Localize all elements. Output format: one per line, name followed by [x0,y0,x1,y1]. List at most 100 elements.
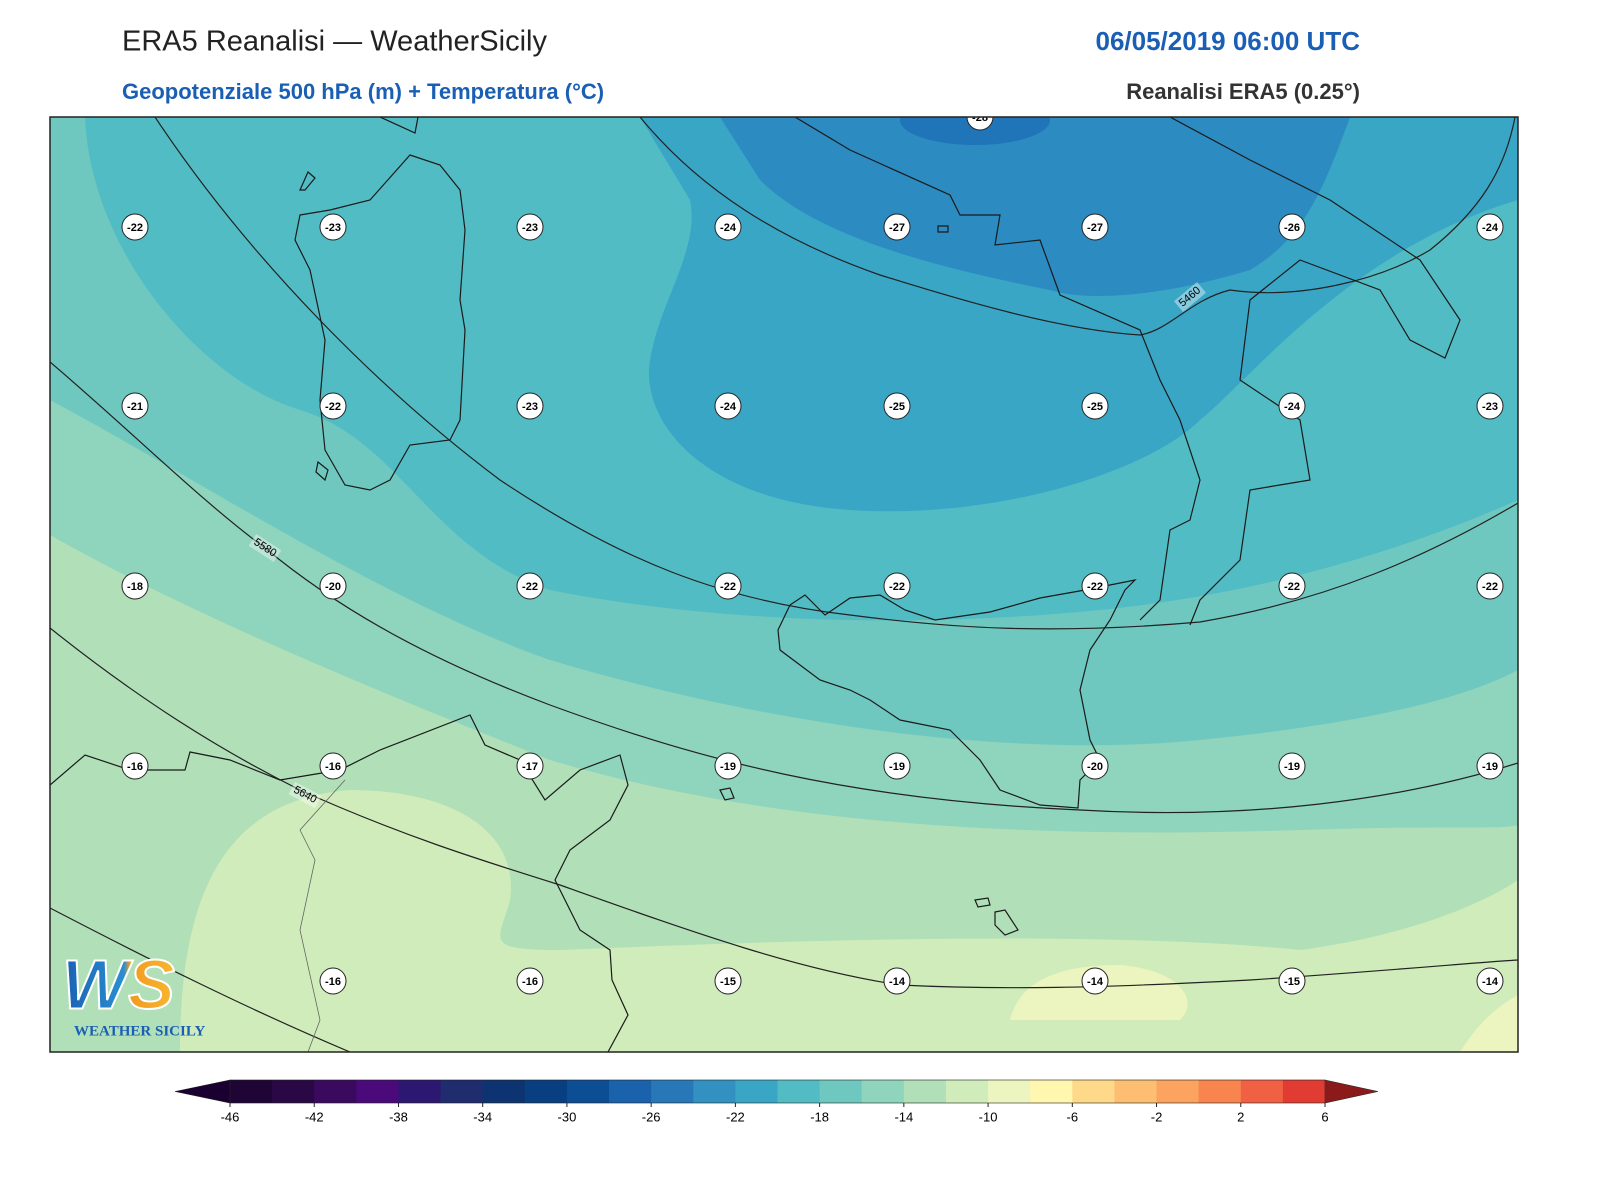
contour-label-bg [1174,281,1206,313]
station-marker [1081,392,1109,420]
colorbar-over [1324,1079,1379,1104]
map: -28 -22 -23 -23 -24 -27 -27 -26 -24 -21 -22 -23 -24 -… [50,112,1518,1052]
logo-name: WEATHER SICILY [74,1023,205,1039]
station-marker [516,213,544,241]
logo-mark: WS [62,945,175,1023]
colorbar-segment [482,1080,526,1103]
colorbar-segment [566,1080,610,1103]
contour [50,361,1518,814]
colorbar-tick-label: -30 [558,1109,577,1124]
coastline [1169,117,1461,626]
station-marker [121,213,149,241]
station-marker [1081,752,1109,780]
station-marker [1476,967,1504,995]
colorbar-segment [777,1080,821,1103]
temperature-label: -20 [1087,761,1103,773]
temperature-label: -17 [522,761,538,773]
contour [50,907,351,1052]
colorbar-segment [230,1080,273,1103]
station-marker [714,752,742,780]
temperature-label: -24 [720,401,737,413]
station-marker [1081,213,1109,241]
station-marker [883,213,911,241]
station-marker [883,572,911,600]
station-marker [319,213,347,241]
station-marker [966,117,994,131]
temperature-label: -22 [1284,581,1300,593]
colorbar-segment [861,1080,905,1103]
station-marker [121,392,149,420]
colorbar-tick-label: -10 [979,1109,998,1124]
temperature-label: -22 [889,581,905,593]
station-marker [714,967,742,995]
temperature-label: -23 [522,222,538,234]
station-marker [121,752,149,780]
temperature-label: -24 [1284,401,1301,413]
colorbar-segment [1282,1080,1326,1103]
coastline [50,714,629,1052]
station-marker [1081,572,1109,600]
temperature-label: -25 [1087,401,1103,413]
station-marker [1278,752,1306,780]
temperature-label: -24 [1482,222,1499,234]
colorbar-segment [1156,1080,1200,1103]
station-marker [1081,967,1109,995]
coastline [294,154,466,491]
temperature-label: -22 [1087,581,1103,593]
colorbar-tick-label: 6 [1321,1109,1328,1124]
station-marker [121,572,149,600]
temperature-label: -28 [972,112,988,124]
temperature-label: -22 [720,581,736,593]
station-marker [714,392,742,420]
coastline [794,117,1201,621]
map-frame [49,116,1519,1053]
station-marker [516,967,544,995]
station-marker [1278,967,1306,995]
contour-label-bg [248,533,282,563]
temperature-label: -23 [325,222,341,234]
field [900,117,1050,145]
temperature-label: -16 [325,976,341,988]
station-marker [319,392,347,420]
colorbar-segment [356,1080,399,1103]
colorbar-tick-label: 2 [1237,1109,1244,1124]
colorbar-segment [1030,1080,1073,1103]
subtitle: Geopotenziale 500 hPa (m) + Temperatura … [122,79,604,104]
border [299,779,346,1052]
colorbar-segment [693,1080,736,1103]
colorbar-tick-label: -18 [810,1109,829,1124]
temperature-label: -15 [720,976,736,988]
colorbar-segment [1198,1080,1242,1103]
field [1010,965,1518,1052]
station-marker [1278,213,1306,241]
colorbar-segment [609,1080,652,1103]
colorbar-segment [440,1080,484,1103]
colorbar-tick-label: -14 [894,1109,913,1124]
coastline [777,579,1137,809]
temperature-label: -19 [1284,761,1300,773]
station-marker [714,572,742,600]
station-marker [714,213,742,241]
station-marker [319,572,347,600]
temperature-label: -27 [1087,222,1103,234]
station-marker [883,967,911,995]
station-marker [1476,392,1504,420]
colorbar-segment [1240,1080,1284,1103]
station-marker [319,967,347,995]
title: ERA5 Reanalisi — WeatherSicily [122,26,547,58]
station-marker [516,392,544,420]
colorbar-tick-label: -2 [1151,1109,1163,1124]
field [180,790,1518,1052]
temperature-label: -19 [1482,761,1498,773]
temperature-label: -22 [1482,581,1498,593]
station-marker [1476,213,1504,241]
temperature-label: -23 [1482,401,1498,413]
colorbar-segment [903,1080,947,1103]
colorbar-tick-label: -38 [389,1109,408,1124]
colorbar-segment [272,1080,315,1103]
colorbar-segment [314,1080,357,1103]
station-marker [1278,572,1306,600]
coastline [379,117,419,134]
island [719,225,1019,936]
station-marker [883,392,911,420]
